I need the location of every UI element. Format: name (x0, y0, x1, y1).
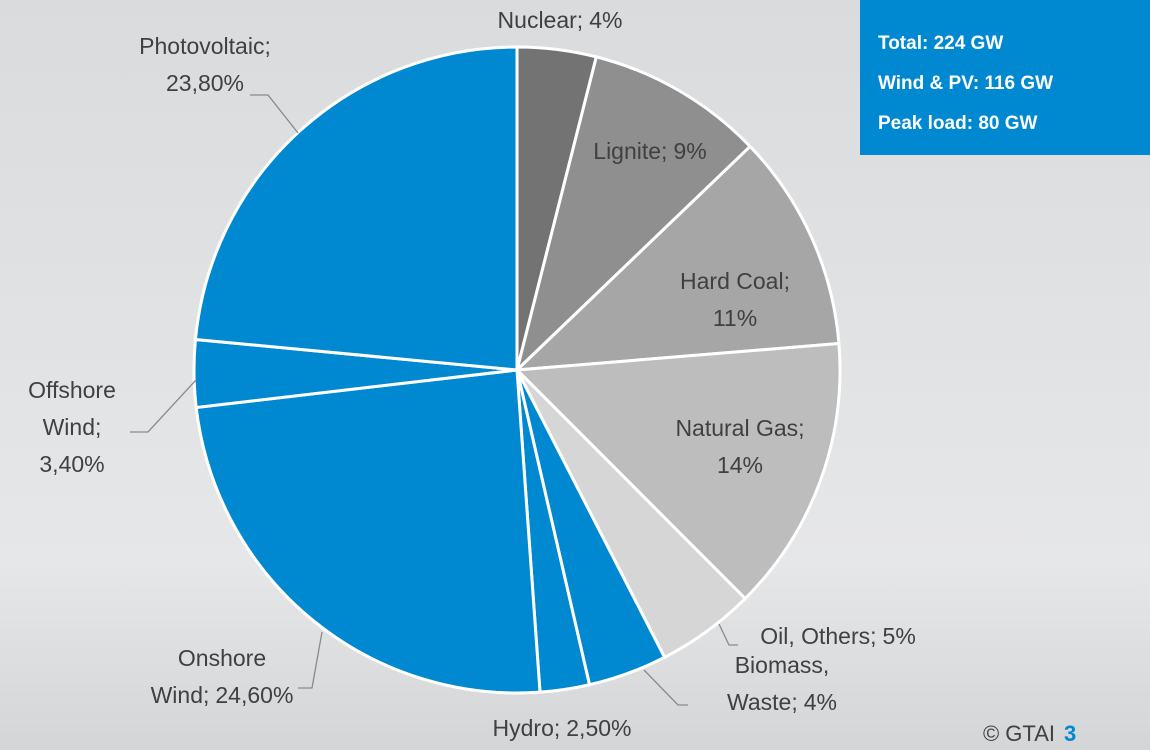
leader-line (298, 631, 323, 689)
info-line: Peak load: 80 GW (878, 113, 1038, 134)
info-box (860, 0, 1150, 155)
slice-label: Natural Gas; (675, 415, 804, 441)
pie-slice (512, 144, 841, 372)
info-line: Wind & PV: 116 GW (878, 73, 1053, 94)
slice-label: Oil, Others; (760, 623, 876, 649)
leader-line (643, 669, 688, 706)
leader-line (130, 379, 197, 433)
slice-label: Lignite; (593, 138, 667, 164)
info-line: Total: 224 GW (878, 33, 1003, 54)
pie-slice (193, 45, 519, 372)
page-number: 3 (1064, 721, 1076, 746)
labels: Nuclear; 4%Lignite; 9%Hard Coal;11%Natural… (28, 7, 916, 741)
pie (192, 45, 842, 695)
slice-label: Hydro; (493, 715, 561, 741)
leader-line (250, 94, 299, 134)
leader-lines (130, 94, 738, 706)
slice-label: Onshore Wind; (151, 645, 267, 708)
slice-label: Nuclear; (498, 7, 584, 33)
value-label: 2,50% (566, 715, 631, 741)
slice-label: Biomass, Waste; (727, 652, 829, 715)
value-label: 3,40% (39, 451, 104, 477)
slice-label: Photovoltaic; (139, 33, 271, 59)
value-label: 14% (717, 452, 763, 478)
value-label: 5% (883, 623, 916, 649)
copyright: © GTAI (983, 721, 1055, 746)
pie-slice (514, 55, 753, 375)
leader-line (718, 623, 738, 646)
value-label: 11% (713, 305, 757, 331)
value-label: 4% (589, 7, 622, 33)
pie-slice (513, 341, 842, 601)
value-label: 24,60% (215, 682, 293, 708)
value-label: 9% (673, 138, 706, 164)
slice-label: Hard Coal; (680, 268, 790, 294)
pie-slice (194, 368, 542, 695)
value-label: 4% (804, 689, 837, 715)
slice-label: Offshore Wind; (28, 377, 116, 440)
value-label: 23,80% (166, 70, 244, 96)
